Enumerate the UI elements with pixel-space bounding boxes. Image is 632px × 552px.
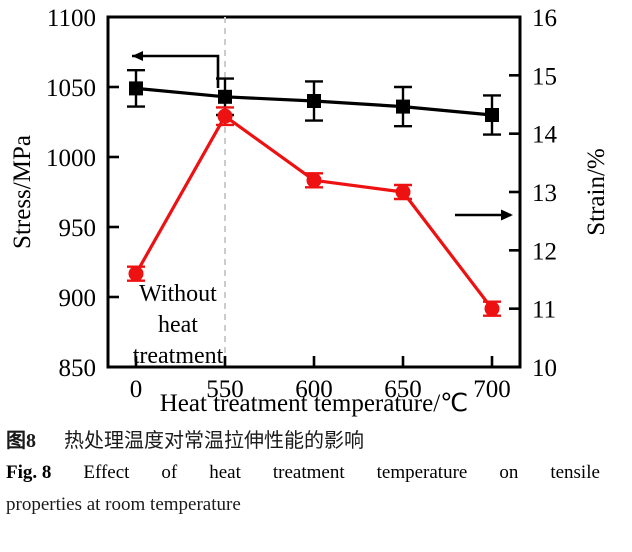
without-heat-treatment-annotation: Without heat treatment bbox=[133, 281, 224, 369]
x-tick-label: 550 bbox=[206, 376, 244, 403]
right-tick-label: 11 bbox=[532, 297, 556, 324]
chart-svg: 850 900 950 1000 1050 1100 10 11 12 13 14 15 16 0 55… bbox=[9, 5, 610, 417]
left-tick-label: 900 bbox=[59, 285, 97, 312]
x-axis-title: Heat treatment temperature/℃ bbox=[160, 390, 468, 417]
data-point-marker bbox=[217, 108, 233, 124]
arrow-to-left-axis bbox=[132, 51, 220, 88]
data-point-marker bbox=[306, 172, 322, 188]
annotation-line: treatment bbox=[133, 343, 224, 369]
right-tick-label: 12 bbox=[532, 238, 557, 265]
plot-frame bbox=[106, 15, 522, 369]
left-tick-label: 1000 bbox=[46, 145, 96, 172]
left-axis-ticks: 850 900 950 1000 1050 1100 bbox=[46, 5, 119, 382]
figure-caption: 图8 热处理温度对常温拉伸性能的影响 Fig. 8 Effect of heat tr… bbox=[0, 425, 632, 521]
data-point-marker bbox=[307, 94, 321, 108]
data-point-marker bbox=[396, 99, 410, 114]
left-tick-label: 950 bbox=[59, 215, 97, 242]
data-point-marker bbox=[484, 301, 500, 317]
right-axis-title: Strain/% bbox=[583, 148, 610, 236]
x-tick-label: 700 bbox=[473, 376, 511, 403]
chart-plot-area: 850 900 950 1000 1050 1100 10 11 12 13 14 15 16 0 55… bbox=[9, 5, 610, 417]
x-axis-ticks: 0 550 600 650 700 bbox=[130, 356, 511, 403]
caption-english-word: of bbox=[161, 462, 178, 483]
caption-english-word: Effect bbox=[83, 462, 130, 483]
caption-english-word: treatment bbox=[272, 462, 345, 483]
annotation-line: Without bbox=[139, 281, 217, 307]
x-tick-label: 0 bbox=[130, 376, 143, 403]
annotation-line: heat bbox=[158, 312, 198, 338]
left-tick-label: 1050 bbox=[46, 75, 96, 102]
left-tick-label: 850 bbox=[59, 355, 97, 382]
right-axis-ticks: 10 11 12 13 14 15 16 bbox=[509, 5, 558, 382]
left-axis-title: Stress/MPa bbox=[9, 135, 36, 249]
caption-english-word: heat bbox=[209, 462, 241, 483]
right-tick-label: 10 bbox=[532, 355, 557, 382]
data-point-marker bbox=[395, 184, 411, 200]
right-tick-label: 14 bbox=[532, 122, 558, 149]
left-tick-label: 1100 bbox=[47, 5, 96, 32]
caption-chinese-line: 图8 热处理温度对常温拉伸性能的影响 bbox=[0, 425, 632, 457]
data-point-marker bbox=[128, 266, 144, 282]
x-tick-label: 600 bbox=[295, 376, 333, 403]
data-point-marker bbox=[485, 108, 499, 122]
caption-english-word: tensile bbox=[550, 462, 600, 483]
caption-english-word: on bbox=[499, 462, 519, 483]
arrow-to-right-axis bbox=[455, 209, 513, 221]
right-tick-label: 13 bbox=[532, 180, 557, 207]
right-tick-label: 16 bbox=[532, 5, 557, 32]
series-strain bbox=[127, 106, 501, 317]
caption-english-label: Fig. 8 bbox=[6, 462, 52, 483]
caption-english-line1: Fig. 8 Effect of heat treatment temperature o… bbox=[0, 457, 600, 489]
data-point-marker bbox=[218, 89, 232, 104]
caption-english-word: temperature bbox=[376, 462, 468, 483]
caption-english-line2: properties at room temperature bbox=[6, 494, 241, 515]
caption-chinese-label: 图8 bbox=[6, 430, 36, 452]
data-point-marker bbox=[129, 81, 143, 96]
x-tick-label: 650 bbox=[384, 376, 422, 403]
right-tick-label: 15 bbox=[532, 63, 557, 90]
caption-chinese-text: 热处理温度对常温拉伸性能的影响 bbox=[64, 430, 364, 452]
